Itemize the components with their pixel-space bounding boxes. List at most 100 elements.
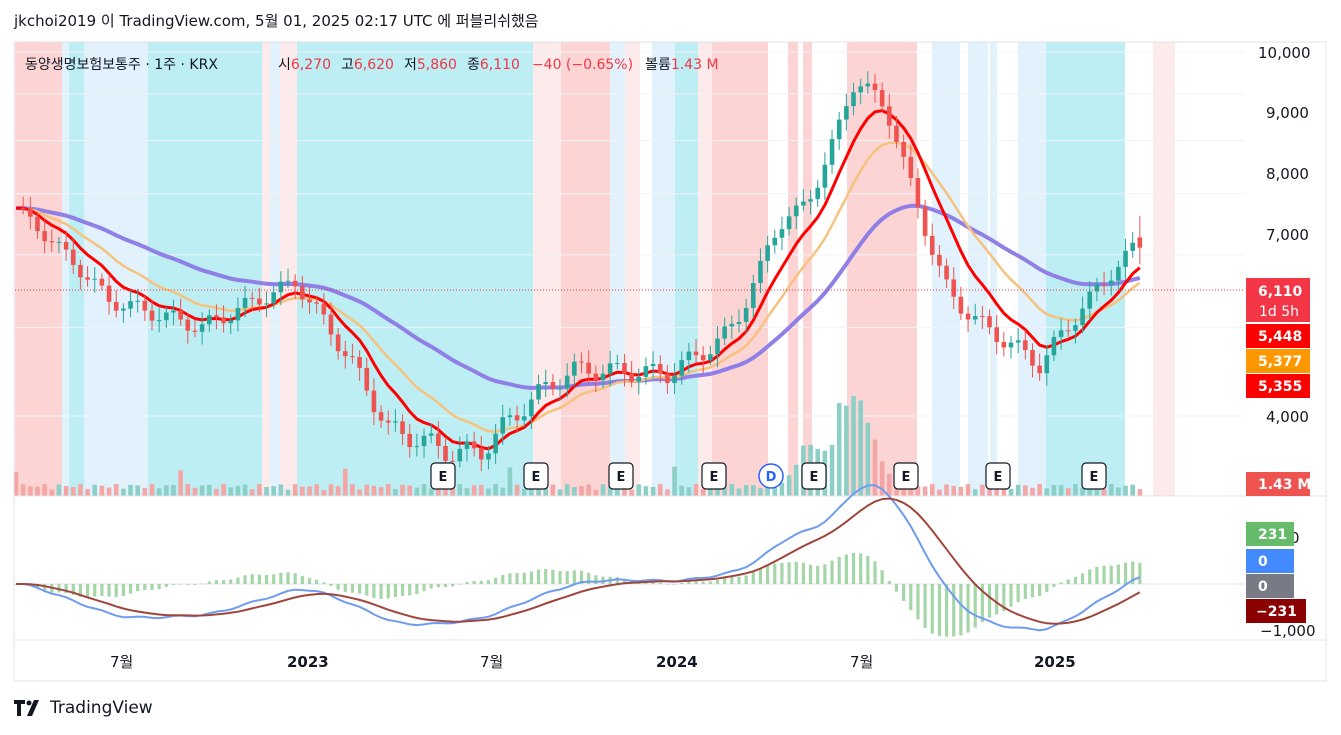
earnings-event-marker[interactable]: E	[608, 462, 634, 490]
regime-band	[675, 42, 698, 496]
earnings-event-marker[interactable]: E	[1081, 462, 1107, 490]
candle-body	[171, 310, 176, 313]
candle-body	[1137, 237, 1143, 248]
volume-bar	[708, 484, 713, 496]
earnings-event-marker[interactable]: E	[893, 462, 919, 490]
candle-body	[464, 441, 470, 449]
macd-hist-bar	[1109, 565, 1113, 584]
macd-hist-bar	[894, 584, 899, 592]
volume-bar	[951, 486, 957, 496]
volume-bar	[1087, 485, 1093, 496]
dividend-event-marker[interactable]: D	[758, 463, 784, 489]
volume-bar	[593, 489, 599, 496]
regime-band	[990, 42, 997, 496]
candle-body	[121, 308, 126, 311]
legend-high-label: 고	[341, 57, 354, 73]
volume-bar	[242, 484, 248, 496]
legend-open-label: 시	[278, 57, 291, 73]
candle-body	[521, 416, 527, 421]
volume-bar	[493, 484, 498, 496]
candle-body	[1008, 342, 1014, 348]
brand-name[interactable]: TradingView	[50, 698, 153, 718]
volume-bar	[693, 484, 699, 496]
candle-body	[844, 106, 849, 120]
candle-body	[357, 357, 362, 368]
candle-body	[908, 156, 914, 178]
candle-body	[292, 280, 298, 287]
regime-band	[99, 42, 148, 496]
candle-body	[586, 362, 591, 374]
candle-body	[743, 307, 749, 322]
macd-hist-bar	[694, 580, 698, 584]
candle-body	[486, 453, 491, 460]
volume-bar	[887, 473, 892, 496]
candle-body	[378, 412, 384, 421]
candle-body	[1080, 308, 1085, 326]
volume-bar	[350, 484, 355, 496]
volume-bar	[335, 486, 341, 496]
macd-hist-bar	[179, 584, 183, 585]
regime-band	[533, 42, 561, 496]
earnings-event-marker[interactable]: E	[985, 462, 1011, 490]
macd-hist-bar	[494, 577, 498, 584]
macd-hist-bar	[193, 584, 197, 585]
volume-bar	[686, 487, 692, 496]
volume-bar	[722, 487, 727, 496]
event-label: E	[902, 470, 911, 485]
candle-body	[543, 382, 549, 385]
volume-bar	[793, 464, 799, 496]
candle-body	[350, 356, 355, 358]
volume-bar	[901, 488, 906, 496]
signal-line	[16, 497, 1141, 625]
candle-body	[636, 376, 642, 382]
volume-bar	[56, 484, 62, 496]
candle-body	[1116, 266, 1121, 281]
volume-bar	[307, 486, 312, 496]
macd-hist-bar	[1052, 584, 1056, 587]
candle-body	[600, 373, 606, 381]
volume-bar	[1015, 484, 1021, 496]
volume-bar	[1023, 485, 1028, 496]
volume-bar	[164, 485, 169, 496]
candle-body	[300, 286, 305, 300]
candle-body	[42, 231, 47, 242]
volume-bar	[844, 405, 849, 496]
volume-bar	[271, 486, 276, 496]
tradingview-logo-icon[interactable]	[14, 700, 42, 716]
macd-histogram	[14, 552, 1245, 637]
earnings-event-marker[interactable]: E	[801, 462, 827, 490]
macd-hist-bar	[687, 581, 691, 584]
volume-bar	[607, 486, 613, 496]
candle-body	[70, 249, 76, 265]
candle-body	[1108, 280, 1114, 285]
volume-bar	[436, 484, 441, 496]
volume-bar	[1044, 488, 1050, 496]
macd-tick: 0	[1290, 529, 1300, 547]
candle-body	[579, 361, 584, 363]
event-badge	[608, 462, 634, 490]
regime-band	[297, 42, 533, 496]
macd-hist-bar	[257, 574, 261, 584]
event-badge	[801, 462, 827, 490]
candle-body	[772, 237, 778, 246]
regime-band	[270, 42, 280, 496]
time-tick: 7월	[480, 653, 503, 671]
volume-bar	[586, 484, 591, 496]
macd-hist-bar	[966, 584, 970, 633]
event-badge	[1081, 462, 1107, 490]
candle-body	[1130, 242, 1135, 251]
candle-body	[643, 366, 649, 377]
macd-hist-bar	[651, 581, 655, 584]
macd-hist-bar	[837, 556, 841, 584]
earnings-event-marker[interactable]: E	[523, 462, 549, 490]
candle-body	[865, 83, 871, 87]
candle-body	[199, 324, 205, 332]
earnings-event-marker[interactable]: E	[701, 462, 727, 490]
macd-hist-bar	[859, 553, 863, 584]
macd-hist-bar	[272, 574, 276, 584]
ma-slow-line	[15, 141, 1141, 433]
legend-low-label: 저	[404, 57, 417, 73]
earnings-event-marker[interactable]: E	[430, 462, 456, 490]
